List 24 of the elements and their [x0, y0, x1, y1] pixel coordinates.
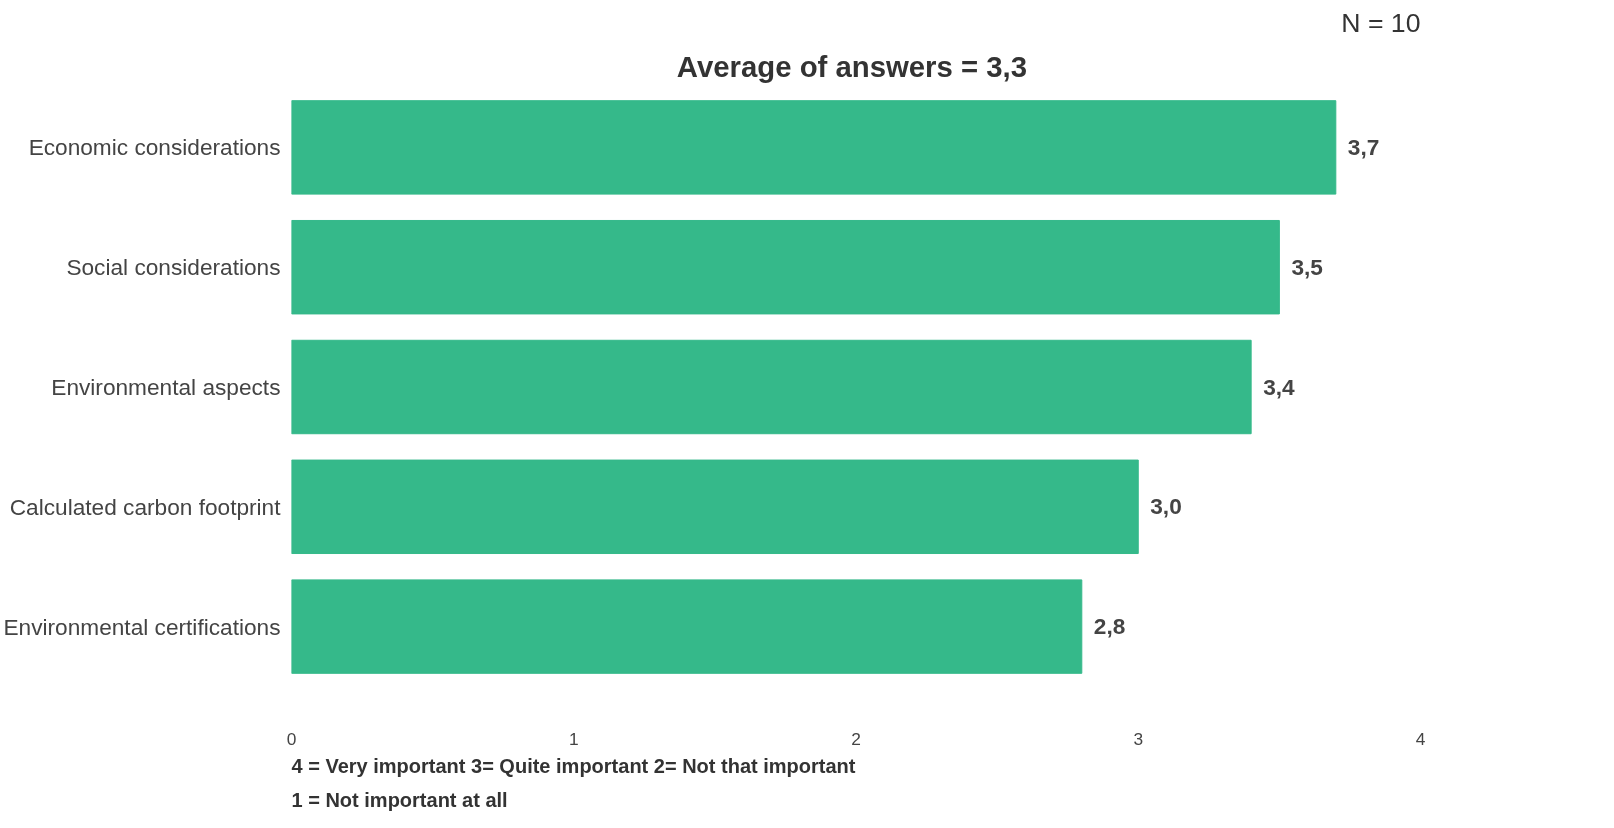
y-tick-label: Social considerations	[66, 254, 281, 281]
bar	[291, 100, 1337, 195]
data-label: 3,5	[1291, 253, 1323, 280]
bar	[291, 339, 1252, 435]
bar	[291, 219, 1280, 315]
y-tick-label: Environmental certifications	[3, 613, 281, 640]
x-tick-label: 3	[1133, 728, 1144, 749]
data-label: 3,0	[1150, 493, 1182, 520]
text: N = 10	[1341, 7, 1421, 38]
data-label: 3,7	[1347, 133, 1380, 160]
bar	[291, 579, 1083, 674]
y-tick-label: Calculated carbon footprint	[9, 493, 282, 520]
y-tick-label: Economic considerations	[28, 134, 281, 161]
chart-title: Average of answers = 3,3	[676, 49, 1028, 83]
bar	[291, 459, 1139, 555]
data-label: 3,4	[1263, 373, 1296, 400]
x-tick-label: 4	[1415, 728, 1426, 749]
data-label: 2,8	[1093, 613, 1126, 640]
x-tick-label: 2	[851, 728, 861, 749]
text: 1 = Not important at all	[291, 788, 508, 811]
text: 4 = Very important 3= Quite important 2= Not that important	[291, 754, 856, 777]
y-tick-label: Environmental aspects	[51, 374, 281, 400]
x-tick-label: 1	[568, 728, 579, 749]
x-tick-label: 0	[286, 728, 297, 749]
